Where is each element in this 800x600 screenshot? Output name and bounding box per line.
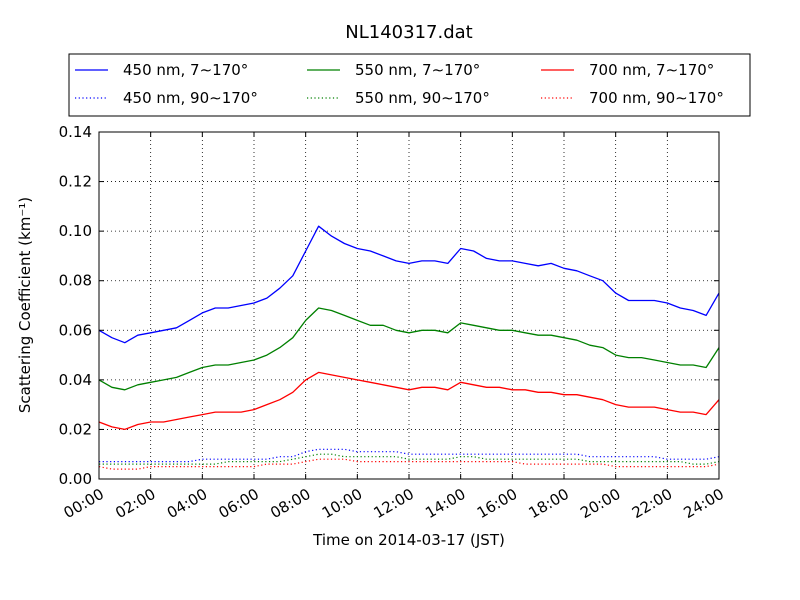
series-line-1 — [98, 307, 720, 391]
legend-label-4: 550 nm, 90∼170° — [355, 89, 490, 107]
y-tick-label: 0.08 — [59, 272, 92, 290]
legend-label-3: 450 nm, 90∼170° — [123, 89, 258, 107]
series-line-4 — [99, 453, 720, 465]
legend-label-1: 550 nm, 7∼170° — [355, 61, 480, 79]
y-tick-label: 0.00 — [59, 470, 92, 488]
y-axis-label: Scattering Coefficient (km⁻¹) — [16, 197, 34, 413]
legend-label-2: 700 nm, 7∼170° — [589, 61, 714, 79]
y-tick-label: 0.10 — [59, 222, 92, 240]
legend-box — [68, 53, 751, 117]
y-tick-label: 0.12 — [59, 173, 92, 191]
series-line-0 — [98, 225, 720, 344]
chart-title: NL140317.dat — [345, 22, 472, 43]
series-layer — [98, 225, 720, 470]
plot-frame — [98, 131, 720, 480]
grid — [99, 132, 719, 479]
y-tick-label: 0.04 — [59, 371, 92, 389]
y-tick-label: 0.02 — [59, 420, 92, 438]
legend: 450 nm, 7∼170° 550 nm, 7∼170° 700 nm, 7∼17… — [68, 53, 751, 117]
legend-label-0: 450 nm, 7∼170° — [123, 61, 248, 79]
y-tick-label: 0.06 — [59, 321, 92, 339]
legend-label-5: 700 nm, 90∼170° — [589, 89, 724, 107]
series-line-5 — [98, 458, 720, 470]
series-line-3 — [99, 448, 720, 463]
x-axis-label: Time on 2014-03-17 (JST) — [312, 531, 505, 549]
y-tick-label: 0.14 — [59, 123, 92, 141]
series-line-2 — [98, 371, 720, 431]
